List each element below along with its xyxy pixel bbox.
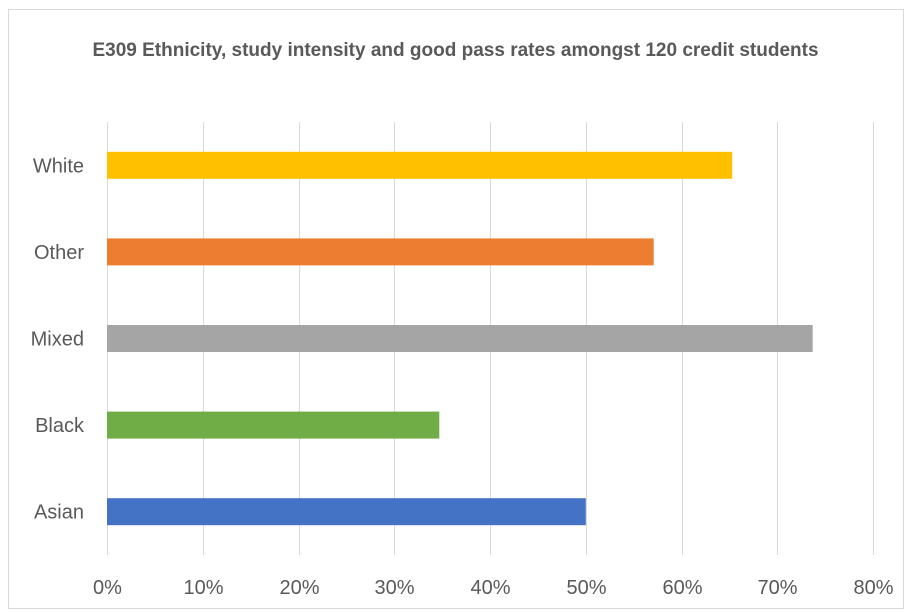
category-label: Black bbox=[35, 415, 85, 437]
x-tick-label: 20% bbox=[279, 577, 319, 599]
x-tick-label: 60% bbox=[662, 577, 702, 599]
chart-title: E309 Ethnicity, study intensity and good… bbox=[0, 38, 911, 64]
x-tick-label: 0% bbox=[93, 577, 122, 599]
x-tick-label: 80% bbox=[853, 577, 893, 599]
bar bbox=[107, 151, 733, 179]
bar bbox=[107, 411, 440, 439]
x-tick-label: 70% bbox=[757, 577, 797, 599]
chart-title-text: E309 Ethnicity, study intensity and good… bbox=[92, 40, 819, 61]
x-tick-label: 50% bbox=[566, 577, 606, 599]
x-tick-label: 40% bbox=[470, 577, 510, 599]
bar bbox=[107, 498, 586, 526]
category-label: Other bbox=[34, 242, 84, 264]
bar bbox=[107, 325, 813, 352]
x-tick-label: 10% bbox=[183, 577, 223, 599]
x-tick-label: 30% bbox=[374, 577, 414, 599]
category-label: Asian bbox=[34, 502, 84, 524]
bar bbox=[107, 238, 654, 266]
category-label: White bbox=[33, 155, 84, 177]
category-label: Mixed bbox=[31, 329, 84, 351]
